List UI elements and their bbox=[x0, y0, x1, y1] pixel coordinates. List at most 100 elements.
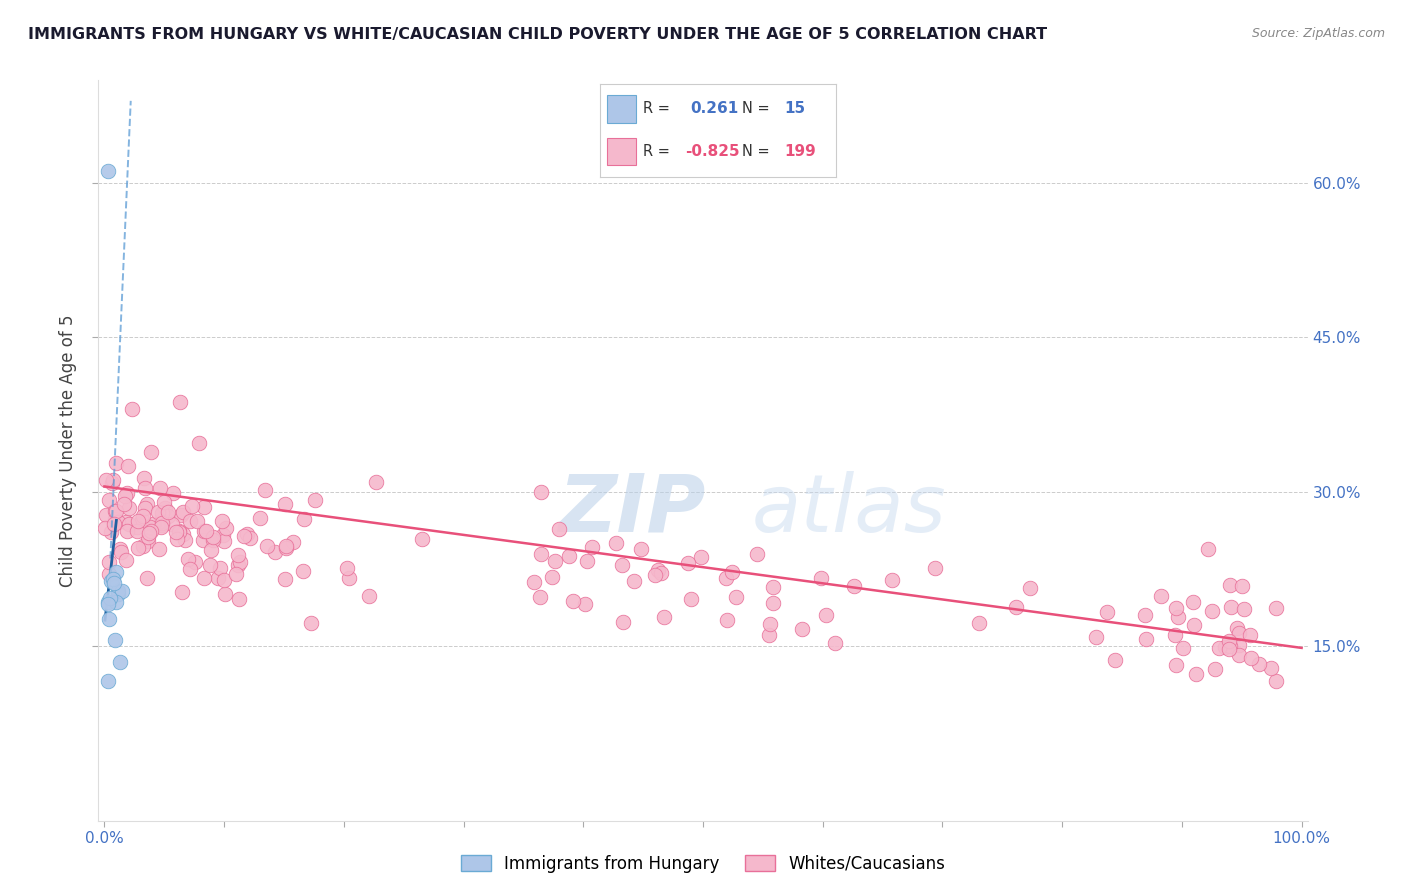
Point bbox=[762, 580, 785, 594]
Point bbox=[101, 572, 124, 586]
Point bbox=[1201, 604, 1223, 618]
Point bbox=[149, 520, 172, 534]
Point bbox=[100, 475, 122, 490]
Point bbox=[1135, 632, 1157, 647]
Point bbox=[131, 513, 153, 527]
Point bbox=[94, 473, 117, 487]
Point bbox=[160, 516, 183, 531]
Point bbox=[118, 501, 141, 516]
Point bbox=[1185, 666, 1208, 681]
Point bbox=[195, 524, 218, 538]
Point bbox=[1265, 673, 1288, 688]
Point bbox=[1218, 634, 1240, 648]
Point bbox=[107, 516, 129, 530]
Point bbox=[529, 547, 551, 561]
Point bbox=[681, 592, 703, 607]
Point bbox=[134, 481, 156, 495]
Point bbox=[105, 565, 128, 579]
Point bbox=[1095, 605, 1118, 619]
Point bbox=[229, 555, 252, 569]
Point bbox=[1239, 628, 1261, 642]
Point bbox=[162, 486, 184, 500]
Point bbox=[132, 471, 155, 485]
Point bbox=[98, 591, 121, 606]
Point bbox=[214, 587, 236, 601]
Point bbox=[172, 505, 194, 519]
Point bbox=[103, 576, 125, 591]
Point bbox=[98, 612, 121, 626]
Point bbox=[924, 561, 946, 575]
Point bbox=[644, 567, 666, 582]
Point bbox=[193, 571, 215, 585]
Point bbox=[1197, 542, 1219, 557]
Point bbox=[630, 541, 652, 556]
Point bbox=[193, 500, 215, 515]
Point bbox=[1085, 630, 1108, 644]
Point bbox=[179, 562, 201, 576]
Point bbox=[256, 539, 278, 553]
Point bbox=[177, 552, 200, 566]
Point bbox=[274, 539, 297, 553]
Point bbox=[337, 571, 360, 585]
Point bbox=[1208, 640, 1230, 655]
Point bbox=[1213, 640, 1236, 655]
Point bbox=[139, 520, 162, 534]
Point bbox=[98, 556, 121, 570]
Point bbox=[207, 571, 229, 585]
Point bbox=[125, 520, 148, 534]
Point bbox=[1232, 579, 1254, 593]
Point bbox=[364, 475, 387, 489]
Point bbox=[169, 395, 191, 409]
Point bbox=[169, 524, 191, 539]
Point bbox=[97, 673, 120, 688]
Point bbox=[202, 533, 225, 548]
Point bbox=[1004, 599, 1026, 614]
Point bbox=[1260, 661, 1282, 675]
Point bbox=[212, 573, 235, 587]
Point bbox=[1240, 651, 1263, 665]
Point bbox=[359, 589, 381, 603]
Point bbox=[530, 485, 553, 500]
Point bbox=[1182, 617, 1205, 632]
Point bbox=[299, 616, 322, 631]
Point bbox=[529, 590, 551, 604]
Point bbox=[103, 517, 125, 532]
Point bbox=[172, 526, 194, 541]
Point bbox=[148, 541, 170, 556]
Point bbox=[139, 524, 162, 539]
Point bbox=[179, 514, 201, 528]
Point bbox=[1182, 595, 1205, 609]
Point bbox=[107, 584, 129, 599]
Point bbox=[263, 544, 285, 558]
Point bbox=[612, 615, 634, 629]
Point bbox=[198, 558, 221, 572]
Point bbox=[135, 571, 157, 585]
Point bbox=[880, 574, 903, 588]
Point bbox=[200, 543, 222, 558]
Point bbox=[110, 545, 132, 559]
Point bbox=[652, 610, 675, 624]
Point bbox=[1149, 590, 1171, 604]
Point bbox=[212, 534, 235, 549]
Point bbox=[188, 436, 211, 450]
Point bbox=[228, 558, 250, 572]
Point bbox=[108, 656, 131, 670]
Point bbox=[104, 633, 127, 648]
Point bbox=[111, 584, 134, 599]
Point bbox=[97, 566, 120, 581]
Point bbox=[758, 617, 780, 632]
Point bbox=[762, 596, 785, 610]
Point bbox=[690, 550, 713, 565]
Point bbox=[214, 520, 236, 534]
Point bbox=[1226, 622, 1249, 636]
Point bbox=[605, 536, 627, 550]
Point bbox=[104, 512, 127, 526]
Point bbox=[148, 505, 170, 519]
Point bbox=[228, 548, 250, 562]
Point bbox=[191, 533, 214, 547]
Point bbox=[274, 497, 297, 511]
Text: atlas: atlas bbox=[751, 471, 946, 549]
Point bbox=[166, 532, 188, 546]
Point bbox=[97, 163, 120, 178]
Point bbox=[1265, 601, 1288, 615]
